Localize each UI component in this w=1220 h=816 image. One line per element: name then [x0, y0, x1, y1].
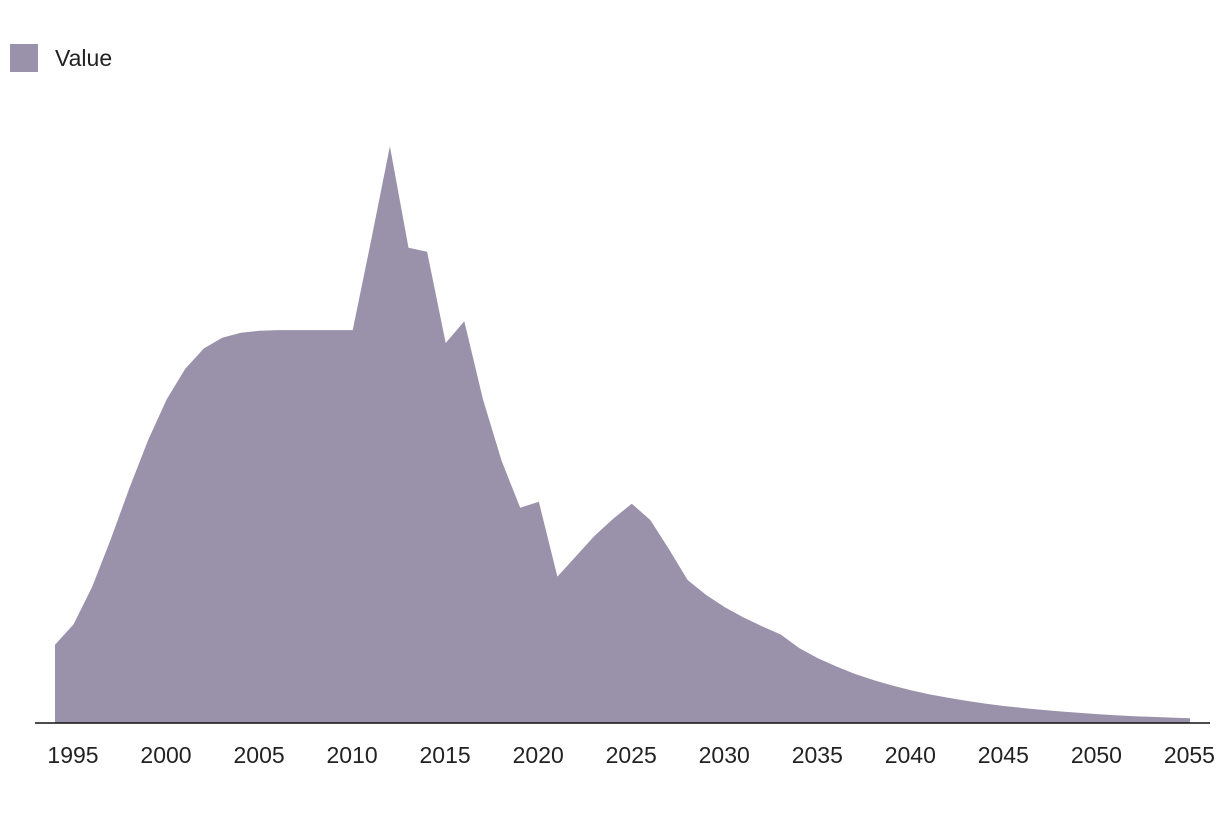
data-point: [741, 615, 745, 619]
data-point: [109, 537, 113, 541]
data-point: [1114, 713, 1118, 717]
watermark-text: GlobalData: [489, 383, 732, 435]
data-point: [1039, 708, 1043, 712]
data-point: [351, 328, 355, 332]
data-point: [444, 341, 448, 345]
data-point: [518, 506, 522, 510]
data-point: [1058, 709, 1062, 713]
x-tick-label: 2005: [234, 742, 285, 768]
x-tick-label: 2000: [140, 742, 191, 768]
data-point: [779, 633, 783, 637]
x-tick-label: 2055: [1164, 742, 1215, 768]
data-point: [686, 578, 690, 582]
data-point: [1021, 706, 1025, 710]
legend: Value: [10, 44, 112, 72]
x-tick-label: 2025: [606, 742, 657, 768]
data-point: [221, 336, 225, 340]
data-point: [648, 518, 652, 522]
data-point: [1002, 704, 1006, 708]
data-point: [146, 438, 150, 442]
x-tick-label: 2050: [1071, 742, 1122, 768]
x-tick-label: 2045: [978, 742, 1029, 768]
data-point: [946, 696, 950, 700]
data-point: [407, 246, 411, 250]
data-point: [835, 665, 839, 669]
data-point: [1169, 716, 1173, 720]
x-tick-label: 2030: [699, 742, 750, 768]
data-point: [555, 575, 559, 579]
x-tick-label: 2015: [420, 742, 471, 768]
data-point: [500, 459, 504, 463]
data-point: [72, 622, 76, 626]
data-point: [202, 346, 206, 350]
data-point: [965, 699, 969, 703]
data-point: [574, 554, 578, 558]
data-point: [816, 656, 820, 660]
data-point: [537, 500, 541, 504]
area-series-value: [55, 146, 1190, 723]
data-point: [53, 643, 57, 647]
plot-area: [53, 144, 1192, 723]
data-point: [872, 678, 876, 682]
data-point: [165, 398, 169, 402]
data-point: [90, 585, 94, 589]
data-point: [909, 688, 913, 692]
legend-label: Value: [55, 44, 113, 71]
x-axis-ticks: 1995 2000 2005 2010 2015 2020 2025 2030 2035 2040…: [47, 742, 1215, 768]
x-tick-label: 2035: [792, 742, 843, 768]
data-point: [1151, 715, 1155, 719]
data-point: [853, 672, 857, 676]
data-point: [611, 517, 615, 521]
data-point: [1132, 714, 1136, 718]
data-point: [276, 328, 280, 332]
data-point: [369, 238, 373, 242]
data-point: [314, 328, 318, 332]
data-point: [462, 319, 466, 323]
data-point: [1095, 712, 1099, 716]
data-point: [481, 398, 485, 402]
data-point: [760, 624, 764, 628]
data-point: [388, 144, 392, 148]
data-point: [295, 328, 299, 332]
data-point: [1076, 711, 1080, 715]
data-point: [667, 547, 671, 551]
data-point: [127, 486, 131, 490]
data-point: [1188, 716, 1192, 720]
data-point: [239, 331, 243, 335]
legend-swatch: [10, 44, 38, 72]
data-point: [630, 502, 634, 506]
data-point: [723, 605, 727, 609]
x-tick-label: 2040: [885, 742, 936, 768]
data-point: [593, 534, 597, 538]
data-point: [928, 692, 932, 696]
data-point: [890, 684, 894, 688]
data-point: [797, 646, 801, 650]
data-point: [425, 250, 429, 254]
x-tick-label: 2020: [513, 742, 564, 768]
data-point: [983, 702, 987, 706]
data-point: [704, 593, 708, 597]
x-tick-label: 2010: [327, 742, 378, 768]
x-tick-label: 1995: [47, 742, 98, 768]
data-point: [183, 367, 187, 371]
data-point: [258, 329, 262, 333]
data-point: [332, 328, 336, 332]
